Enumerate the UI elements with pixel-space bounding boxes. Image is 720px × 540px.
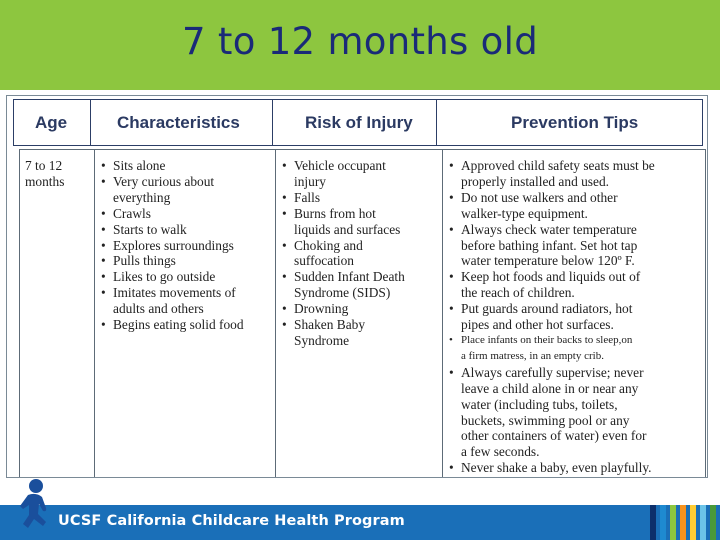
characteristic-item: Explores surroundings (99, 238, 274, 254)
characteristic-item: Imitates movements of (99, 285, 274, 301)
tip-item: Put guards around radiators, hot (447, 301, 705, 317)
tip-item: the reach of children. (461, 285, 575, 301)
tip-item: water temperature below 120º F. (461, 253, 635, 269)
characteristic-item: Very curious about (99, 174, 274, 190)
tip-item: walker-type equipment. (461, 205, 588, 221)
tip-item: water (including tubs, toilets, (461, 396, 618, 412)
risk-item: Choking and (280, 238, 442, 254)
tip-item: Place infants on their backs to sleep,on (447, 333, 705, 349)
slide-title: 7 to 12 months old (182, 20, 538, 63)
body-divider (94, 149, 95, 477)
risk-item: Syndrome (294, 332, 350, 348)
header-divider (436, 100, 437, 145)
risk-item: Sudden Infant Death (280, 269, 442, 285)
characteristic-item: adults and others (113, 301, 204, 317)
characteristic-item: Pulls things (99, 253, 274, 269)
tip-item: buckets, swimming pool or any (461, 412, 630, 428)
tip-item: before bathing infant. Set hot tap (461, 237, 638, 253)
program-name: UCSF California Childcare Health Program (58, 513, 405, 529)
tip-item: pipes and other hot surfaces. (461, 317, 614, 333)
tip-item: Approved child safety seats must be (447, 158, 705, 174)
header-divider (272, 100, 273, 145)
table-header-row: Age Characteristics Risk of Injury Preve… (13, 99, 703, 146)
age-cell: 7 to 12 months (25, 158, 87, 190)
header-age: Age (35, 113, 68, 132)
body-divider (275, 149, 276, 477)
risk-item: Burns from hot (280, 206, 442, 222)
characteristic-item: Starts to walk (99, 222, 274, 238)
risk-item: Vehicle occupant (280, 158, 442, 174)
header-divider (90, 100, 91, 145)
risks-list: Vehicle occupant injury Falls Burns from… (280, 158, 442, 349)
age-line: 7 to 12 (25, 158, 63, 173)
body-top-rule (19, 149, 705, 150)
tip-item: Always carefully supervise; never (447, 365, 705, 381)
risk-item: Drowning (280, 301, 442, 317)
characteristic-item: everything (113, 189, 171, 205)
characteristic-item: Begins eating solid food (99, 317, 274, 333)
risk-item: suffocation (294, 253, 354, 269)
header-characteristics: Characteristics (117, 113, 240, 132)
characteristic-item: Crawls (99, 206, 274, 222)
body-divider (705, 149, 706, 477)
tip-item: Always check water temperature (447, 222, 705, 238)
characteristic-item: Likes to go outside (99, 269, 274, 285)
tip-item: leave a child alone in or near any (461, 380, 639, 396)
tip-item: a firm matress, in an empty crib. (461, 349, 604, 362)
tip-item: other containers of water) even for (461, 428, 647, 444)
risk-item: Syndrome (SIDS) (294, 285, 391, 301)
body-divider (442, 149, 443, 477)
risk-item: Falls (280, 190, 442, 206)
running-child-icon (20, 479, 47, 528)
age-line: months (25, 173, 65, 189)
safety-table: Age Characteristics Risk of Injury Preve… (6, 95, 708, 478)
tip-item: Do not use walkers and other (447, 190, 705, 206)
characteristic-item: Sits alone (99, 158, 274, 174)
footer-stripes (650, 505, 720, 540)
tip-item: Never shake a baby, even playfully. (447, 460, 705, 476)
body-divider (19, 149, 20, 477)
characteristics-list: Sits alone Very curious about everything… (99, 158, 274, 333)
header-prevention-tips: Prevention Tips (511, 113, 639, 132)
footer-band: UCSF California Childcare Health Program (0, 505, 720, 540)
risk-item: Shaken Baby (280, 317, 442, 333)
tip-item: properly installed and used. (461, 173, 610, 189)
title-band (0, 0, 720, 90)
prevention-tips-list: Approved child safety seats must be prop… (447, 158, 705, 476)
header-risk-of-injury: Risk of Injury (305, 113, 413, 132)
tip-item: a few seconds. (461, 444, 540, 460)
risk-item: injury (294, 173, 326, 189)
tip-item: Keep hot foods and liquids out of (447, 269, 705, 285)
risk-item: liquids and surfaces (294, 221, 401, 237)
